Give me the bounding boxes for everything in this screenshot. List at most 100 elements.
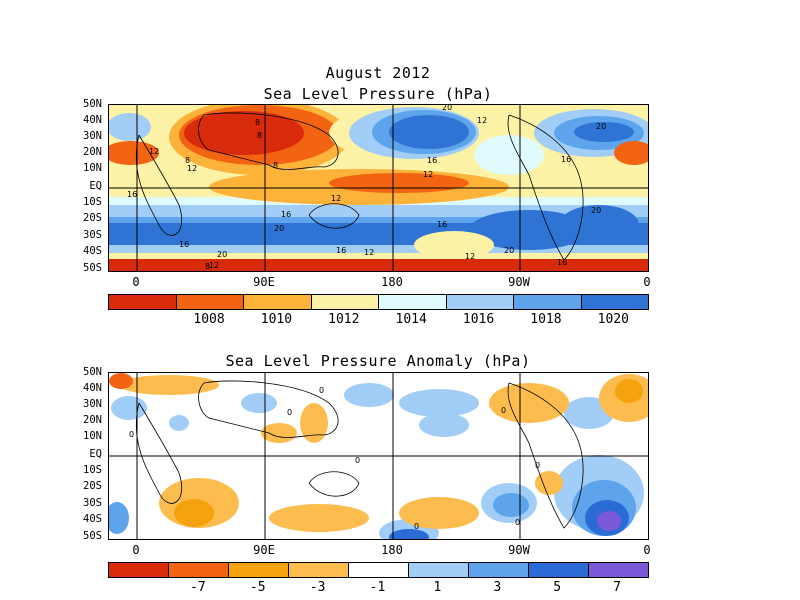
contour-label: 16: [561, 155, 571, 164]
lat-label: 20S: [83, 480, 102, 492]
colorbar-label: 1: [433, 580, 442, 595]
lat-label: EQ: [89, 448, 102, 460]
colorbar-label: -3: [309, 580, 326, 595]
lon-label: 90W: [508, 543, 530, 557]
colorbar-swatch: [229, 563, 289, 577]
colorbar-swatch: [289, 563, 349, 577]
contour-label: 20: [217, 250, 227, 259]
lat-label: 30N: [83, 130, 102, 142]
contour-label: 8: [255, 118, 260, 127]
contour-label: 0: [515, 518, 520, 527]
lat-label: 30S: [83, 497, 102, 509]
colorbar-label: 1018: [530, 312, 562, 327]
contour-label: 8: [205, 262, 210, 271]
contour-label: 16: [127, 190, 137, 199]
lat-label: 10S: [83, 464, 102, 476]
lon-label: 90E: [253, 275, 275, 289]
colorbar-label: 3: [493, 580, 502, 595]
contour-label: 16: [336, 246, 346, 255]
colorbar-swatch: [311, 295, 379, 309]
colorbar-label: 1012: [328, 312, 360, 327]
map-title-date: August 2012: [325, 64, 431, 82]
lat-label: 50S: [83, 262, 102, 274]
contour-label: 12: [423, 170, 433, 179]
lat-label: 50N: [83, 98, 102, 110]
lat-label: 10S: [83, 196, 102, 208]
colorbar-swatch: [169, 563, 229, 577]
lon-label: 0: [132, 275, 140, 289]
lat-label: 10N: [83, 162, 102, 174]
contour-label: 20: [442, 105, 452, 112]
colorbar-swatch: [244, 295, 312, 309]
slp-anomaly-map: 0 0 0 0 0 0 0 0: [108, 372, 649, 540]
contour-label: 20: [504, 246, 514, 255]
colorbar-label: 1014: [395, 312, 427, 327]
colorbar-label: 1016: [462, 312, 495, 327]
lat-label: 30S: [83, 229, 102, 241]
colorbar-swatch: [349, 563, 409, 577]
colorbar-swatch: [109, 563, 169, 577]
slp-map: 20 12 20 16 12 16 12 16 8 8 8 8 12 20 16…: [108, 104, 649, 272]
colorbar-swatch: [514, 295, 582, 309]
colorbar-label: -5: [249, 580, 266, 595]
colorbar-swatch: [409, 563, 469, 577]
lat-label: 40S: [83, 513, 102, 525]
contour-label: 16: [557, 258, 567, 267]
colorbar-label: -1: [369, 580, 386, 595]
colorbar-swatch: [469, 563, 529, 577]
lat-label: 40N: [83, 114, 102, 126]
colorbar-label: 1008: [193, 312, 225, 327]
lon-label: 90W: [508, 275, 530, 289]
contour-label: 0: [287, 408, 292, 417]
slp-colorbar: [108, 294, 649, 310]
colorbar-label: 1020: [597, 312, 629, 327]
lat-label: 30N: [83, 398, 102, 410]
contour-label: 12: [331, 194, 341, 203]
colorbar-swatch: [379, 295, 447, 309]
colorbar-swatch: [176, 295, 244, 309]
contour-label: 12: [465, 252, 475, 261]
contour-label: 0: [129, 430, 134, 439]
contour-label: 16: [437, 220, 447, 229]
contour-label: 12: [364, 248, 374, 257]
colorbar-swatch: [581, 295, 648, 309]
contour-label: 0: [319, 386, 324, 395]
lon-label: 90E: [253, 543, 275, 557]
colorbar-swatch: [109, 295, 177, 309]
colorbar-swatch: [589, 563, 648, 577]
colorbar-swatch: [529, 563, 589, 577]
contour-label: 0: [414, 522, 419, 531]
lon-label: 180: [381, 543, 403, 557]
lat-label: 40S: [83, 245, 102, 257]
anomaly-colorbar: [108, 562, 649, 578]
lat-label: 20S: [83, 212, 102, 224]
lon-label: 0: [643, 275, 651, 289]
colorbar-swatch: [446, 295, 514, 309]
contour-label: 0: [501, 406, 506, 415]
lat-label: 50S: [83, 530, 102, 542]
colorbar-label: -7: [190, 580, 206, 595]
colorbar-label: 1010: [260, 312, 293, 327]
contour-label: 8: [185, 156, 190, 165]
contour-label: 12: [209, 261, 219, 270]
contour-label: 12: [477, 116, 487, 125]
contour-label: 12: [149, 147, 159, 156]
lat-label: 20N: [83, 146, 102, 158]
lat-label: 20N: [83, 414, 102, 426]
contour-label: 16: [427, 156, 437, 165]
colorbar-label: 7: [613, 580, 621, 595]
colorbar-label: 5: [553, 580, 562, 595]
contour-label: 16: [281, 210, 291, 219]
lon-label: 180: [381, 275, 403, 289]
lat-label: EQ: [89, 180, 102, 192]
contour-label: 12: [187, 164, 197, 173]
map-title-slp: Sea Level Pressure (hPa): [263, 85, 493, 103]
lat-label: 50N: [83, 366, 102, 378]
lon-label: 0: [643, 543, 651, 557]
contour-label: 0: [535, 461, 540, 470]
contour-label: 8: [273, 161, 278, 170]
contour-label: 20: [274, 224, 284, 233]
contour-label: 20: [591, 206, 601, 215]
contour-label: 16: [179, 240, 189, 249]
contour-label: 0: [355, 456, 360, 465]
